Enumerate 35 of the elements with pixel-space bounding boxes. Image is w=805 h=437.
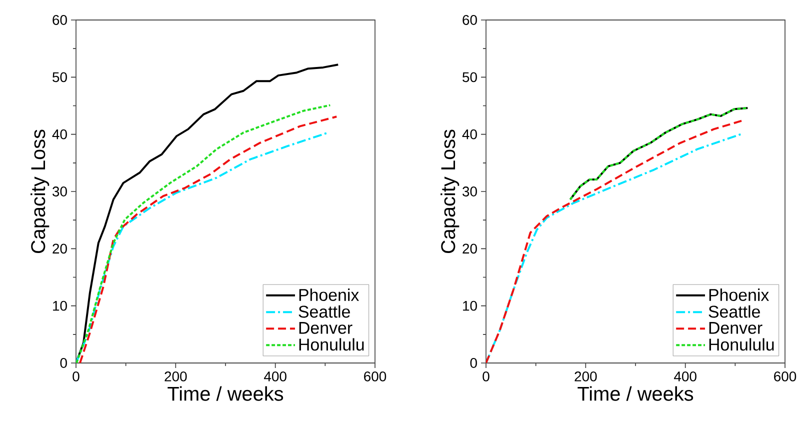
y-axis-title: Capacity Loss [440, 130, 460, 254]
x-tick-label: 400 [674, 371, 696, 382]
y-tick-label: 10 [463, 300, 477, 311]
x-tick-label: 600 [774, 371, 796, 382]
y-tick-label: 40 [462, 129, 477, 140]
y-tick-label: 20 [462, 244, 477, 254]
legend-label: Honululu [299, 338, 364, 351]
legend-label: Seattle [298, 305, 350, 318]
x-tick-label: 0 [482, 371, 490, 382]
legend-label: Phoenix [299, 288, 359, 301]
y-tick-label: 0 [60, 358, 67, 368]
legend-label: Honululu [709, 338, 774, 351]
x-axis-title: Time / weeks [168, 386, 284, 401]
x-tick-label: 400 [264, 371, 286, 382]
y-tick-label: 20 [52, 244, 67, 254]
y-tick-label: 0 [470, 358, 477, 368]
y-tick-label: 60 [462, 15, 477, 25]
y-tick-label: 30 [52, 186, 67, 196]
legend-label: Seattle [708, 305, 760, 318]
legend-label: Denver [299, 322, 352, 334]
y-tick-label: 40 [52, 129, 67, 140]
x-tick-label: 0 [72, 371, 80, 382]
x-tick-label: 200 [164, 371, 187, 382]
y-axis-title: Capacity Loss [30, 130, 50, 254]
y-tick-label: 60 [52, 15, 67, 25]
y-tick-label: 10 [53, 300, 67, 311]
legend-label: Phoenix [709, 288, 769, 301]
x-tick-label: 200 [574, 371, 597, 382]
x-tick-label: 600 [364, 371, 386, 382]
y-tick-label: 50 [52, 72, 67, 82]
x-axis-title: Time / weeks [578, 386, 694, 401]
line-series [569, 107, 749, 200]
y-tick-label: 30 [462, 186, 477, 196]
y-tick-label: 50 [462, 72, 477, 82]
legend-label: Denver [709, 322, 762, 334]
